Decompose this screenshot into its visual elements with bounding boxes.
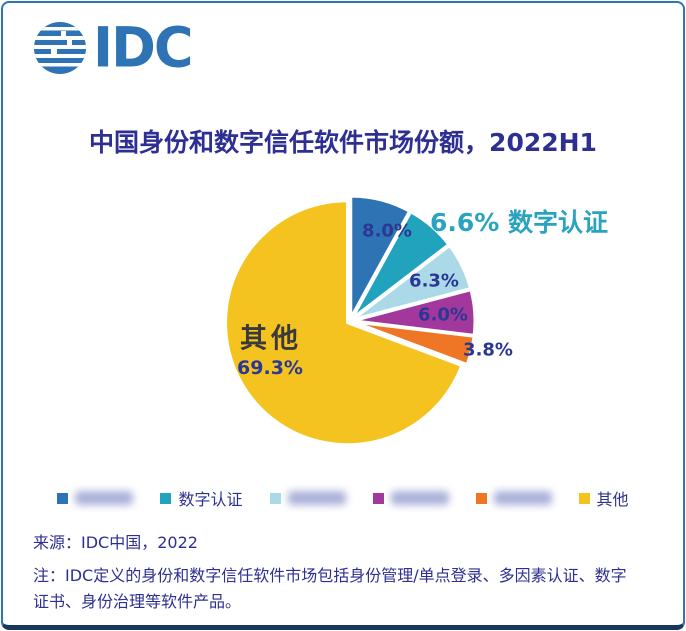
pie-slice-其他	[224, 199, 464, 447]
digital-cert-callout: 6.6% 数字认证	[430, 208, 609, 237]
slice-label-6-3: 6.3%	[409, 270, 459, 292]
note-line-2: 证书、身份治理等软件产品。	[33, 592, 242, 612]
legend-item-redacted-2	[269, 491, 346, 505]
pie-chart	[197, 168, 503, 474]
note-line-1: 注：IDC定义的身份和数字信任软件市场包括身份管理/单点登录、多因素认证、数字	[33, 566, 627, 585]
slice-label-6-0: 6.0%	[418, 304, 468, 326]
legend-label-redacted	[75, 491, 134, 505]
slice-label-3-8: 3.8%	[463, 339, 513, 361]
legend-label-redacted	[390, 491, 449, 505]
pie-svg	[224, 194, 477, 447]
footer: 来源：IDC中国，2022 注：IDC定义的身份和数字信任软件市场包括身份管理/…	[33, 529, 665, 616]
legend-label-redacted	[287, 491, 346, 505]
source-line: 来源：IDC中国，2022	[33, 533, 198, 552]
legend-item-redacted-3	[372, 491, 449, 505]
slice-label-8-0: 8.0%	[362, 220, 412, 242]
chart-legend: 数字认证 其他	[3, 486, 683, 510]
legend-label-other: 其他	[596, 490, 629, 509]
legend-swatch-yellow	[578, 492, 590, 504]
legend-item-other: 其他	[578, 486, 629, 510]
legend-swatch-orange	[475, 492, 487, 504]
legend-item-redacted-4	[475, 491, 552, 505]
legend-item-redacted-1	[57, 491, 134, 505]
legend-swatch-blue	[57, 492, 69, 504]
legend-swatch-teal	[160, 492, 172, 504]
legend-swatch-lightblue	[269, 492, 281, 504]
legend-label-digital-cert: 数字认证	[178, 490, 243, 509]
idc-logo: IDC	[31, 15, 194, 80]
legend-swatch-purple	[372, 492, 384, 504]
other-slice-value: 69.3%	[237, 357, 303, 379]
chart-title: 中国身份和数字信任软件市场份额，2022H1	[89, 128, 597, 157]
legend-label-redacted	[493, 491, 552, 505]
idc-globe-icon	[34, 22, 86, 74]
idc-logo-text: IDC	[93, 15, 194, 80]
other-slice-label: 其他	[240, 323, 302, 355]
legend-item-digital-cert: 数字认证	[160, 486, 243, 510]
pie-slice-3.8%	[351, 320, 476, 366]
